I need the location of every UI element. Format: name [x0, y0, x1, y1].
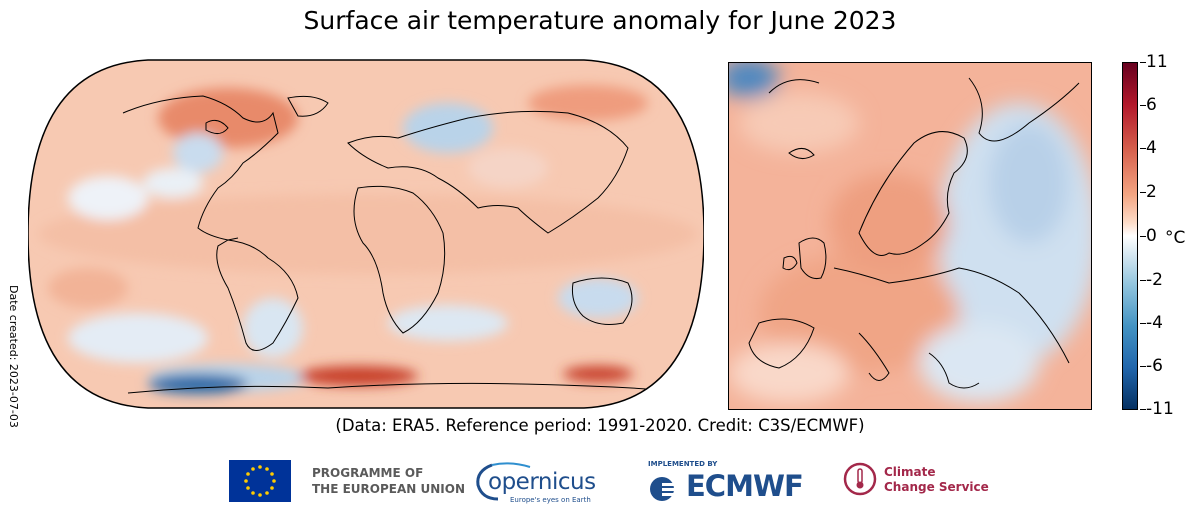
colorbar-tick	[1140, 323, 1146, 324]
colorbar-tick	[1140, 105, 1146, 106]
ccs-line-1: Climate	[884, 465, 936, 479]
eu-programme-label: PROGRAMME OF THE EUROPEAN UNION	[312, 465, 465, 497]
eu-line-2: THE EUROPEAN UNION	[312, 482, 465, 496]
colorbar-tick-label: -4	[1146, 313, 1163, 333]
eu-flag-icon	[229, 460, 291, 502]
colorbar-unit: °C	[1165, 228, 1186, 248]
colorbar-tick-label: -11	[1146, 399, 1174, 419]
colorbar-tick	[1140, 192, 1146, 193]
data-credit: (Data: ERA5. Reference period: 1991-2020…	[335, 416, 865, 435]
date-created-label: Date created: 2023-07-03	[7, 285, 20, 428]
colorbar-tick	[1140, 236, 1146, 237]
colorbar-tick-label: -2	[1146, 270, 1163, 290]
ccs-line-2: Change Service	[884, 480, 989, 494]
copernicus-tagline: Europe's eyes on Earth	[510, 496, 591, 504]
ecmwf-wordmark: ECMWF	[686, 469, 804, 503]
world-anomaly-map	[28, 59, 704, 409]
colorbar	[1122, 62, 1138, 410]
ccs-label: Climate Change Service	[884, 465, 989, 495]
colorbar-tick-label: 0	[1146, 226, 1157, 246]
colorbar-tick	[1140, 148, 1146, 149]
colorbar-tick-label: 6	[1146, 95, 1157, 115]
europe-coastlines	[748, 77, 1080, 389]
colorbar-tick-label: 11	[1146, 52, 1168, 72]
colorbar-tick	[1140, 409, 1146, 410]
colorbar-tick	[1140, 366, 1146, 367]
map-title: Surface air temperature anomaly for June…	[303, 6, 897, 35]
colorbar-tick-label: 4	[1146, 138, 1157, 158]
colorbar-tick-label: -6	[1146, 356, 1163, 376]
colorbar-tick-label: 2	[1146, 182, 1157, 202]
europe-anomaly-field	[729, 63, 1091, 403]
logo-strip: PROGRAMME OF THE EUROPEAN UNION opernicu…	[0, 455, 1200, 510]
eu-line-1: PROGRAMME OF	[312, 466, 424, 480]
copernicus-wordmark: opernicus	[488, 469, 596, 495]
thermometer-icon	[843, 462, 877, 496]
europe-anomaly-map	[728, 62, 1092, 410]
copernicus-logo-icon	[476, 462, 531, 501]
coastlines	[122, 95, 689, 394]
implemented-by-label: IMPLEMENTED BY	[648, 460, 718, 468]
ecmwf-symbol-icon	[650, 477, 684, 501]
colorbar-tick	[1140, 280, 1146, 281]
colorbar-tick	[1140, 62, 1146, 63]
